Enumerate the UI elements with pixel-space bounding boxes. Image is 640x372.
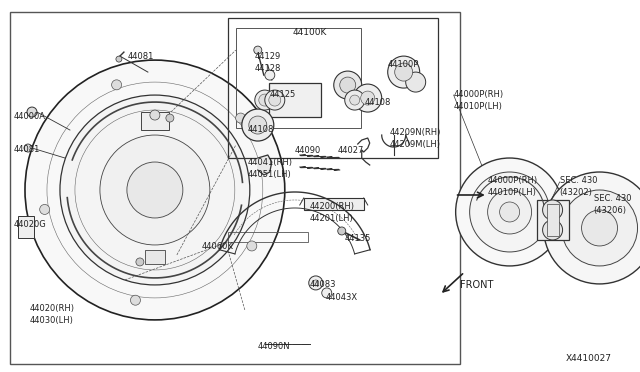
- Text: 44030(LH): 44030(LH): [30, 316, 74, 325]
- Circle shape: [354, 84, 381, 112]
- Text: 44125: 44125: [270, 90, 296, 99]
- Bar: [228, 18, 438, 158]
- Text: 44000A: 44000A: [14, 112, 46, 121]
- Text: 44000P(RH): 44000P(RH): [454, 90, 504, 99]
- Circle shape: [561, 190, 637, 266]
- Text: 44090N: 44090N: [258, 342, 291, 351]
- Text: 44108: 44108: [365, 98, 391, 107]
- Bar: [18, 216, 34, 238]
- Circle shape: [395, 63, 413, 81]
- Text: SEC. 430: SEC. 430: [593, 194, 631, 203]
- Circle shape: [543, 200, 563, 220]
- Text: 44027: 44027: [338, 146, 364, 155]
- Bar: [304, 198, 364, 210]
- Circle shape: [247, 241, 257, 251]
- Text: FRONT: FRONT: [460, 280, 493, 290]
- Circle shape: [406, 72, 426, 92]
- Circle shape: [313, 280, 319, 286]
- Circle shape: [150, 110, 160, 120]
- Bar: [536, 200, 568, 240]
- Bar: [145, 250, 165, 264]
- Circle shape: [265, 90, 285, 110]
- Text: 44043X: 44043X: [326, 293, 358, 302]
- Text: 44100P: 44100P: [388, 60, 419, 69]
- Circle shape: [456, 158, 564, 266]
- Text: 44081: 44081: [128, 52, 154, 61]
- Circle shape: [338, 227, 346, 235]
- Circle shape: [249, 116, 267, 134]
- Circle shape: [259, 94, 271, 106]
- Text: 44129: 44129: [255, 52, 281, 61]
- Bar: [10, 12, 460, 364]
- Circle shape: [265, 70, 275, 80]
- Circle shape: [236, 113, 246, 123]
- Text: 44020G: 44020G: [14, 220, 47, 229]
- Circle shape: [345, 90, 365, 110]
- Text: 44051(LH): 44051(LH): [248, 170, 292, 179]
- Circle shape: [136, 258, 144, 266]
- Circle shape: [582, 210, 618, 246]
- Text: X4410027: X4410027: [566, 354, 612, 363]
- Text: 44128: 44128: [255, 64, 281, 73]
- Circle shape: [111, 80, 122, 90]
- Circle shape: [361, 91, 374, 105]
- Circle shape: [340, 77, 356, 93]
- Circle shape: [470, 172, 550, 252]
- Text: 44209N(RH): 44209N(RH): [390, 128, 441, 137]
- Circle shape: [116, 56, 122, 62]
- Circle shape: [242, 109, 274, 141]
- Bar: [228, 232, 308, 242]
- Circle shape: [60, 95, 250, 285]
- Text: (43202): (43202): [559, 188, 593, 197]
- Text: 44135: 44135: [345, 234, 371, 243]
- Text: (43206): (43206): [593, 206, 627, 215]
- Text: 44108: 44108: [248, 125, 274, 134]
- Text: 44083: 44083: [310, 280, 336, 289]
- Text: 44081: 44081: [14, 145, 40, 154]
- Bar: [547, 204, 559, 236]
- Text: 44060K: 44060K: [202, 242, 234, 251]
- Circle shape: [40, 205, 50, 214]
- Text: SEC. 430: SEC. 430: [559, 176, 597, 185]
- Text: 44100K: 44100K: [292, 28, 327, 37]
- Circle shape: [388, 56, 420, 88]
- Text: 44201(LH): 44201(LH): [310, 214, 353, 223]
- Circle shape: [349, 95, 360, 105]
- Text: 44010P(LH): 44010P(LH): [454, 102, 502, 111]
- Bar: [269, 83, 321, 117]
- Circle shape: [254, 46, 262, 54]
- Circle shape: [322, 288, 332, 298]
- Text: 44010P(LH): 44010P(LH): [488, 188, 536, 197]
- Bar: [141, 112, 169, 130]
- Circle shape: [543, 172, 640, 284]
- Polygon shape: [258, 155, 272, 175]
- Circle shape: [25, 60, 285, 320]
- Circle shape: [308, 276, 323, 290]
- Text: 44209M(LH): 44209M(LH): [390, 140, 441, 149]
- Circle shape: [333, 71, 362, 99]
- Circle shape: [255, 90, 275, 110]
- Circle shape: [131, 295, 140, 305]
- Circle shape: [127, 162, 183, 218]
- Circle shape: [27, 107, 37, 117]
- Circle shape: [500, 202, 520, 222]
- Text: 44200(RH): 44200(RH): [310, 202, 355, 211]
- Circle shape: [543, 220, 563, 240]
- Text: 44041(RH): 44041(RH): [248, 158, 293, 167]
- Text: 44090: 44090: [295, 146, 321, 155]
- Text: 44020(RH): 44020(RH): [30, 304, 75, 313]
- Circle shape: [269, 94, 281, 106]
- Circle shape: [166, 114, 174, 122]
- Bar: [236, 28, 361, 128]
- Circle shape: [24, 144, 32, 152]
- Text: 44000P(RH): 44000P(RH): [488, 176, 538, 185]
- Circle shape: [100, 135, 210, 245]
- Circle shape: [488, 190, 532, 234]
